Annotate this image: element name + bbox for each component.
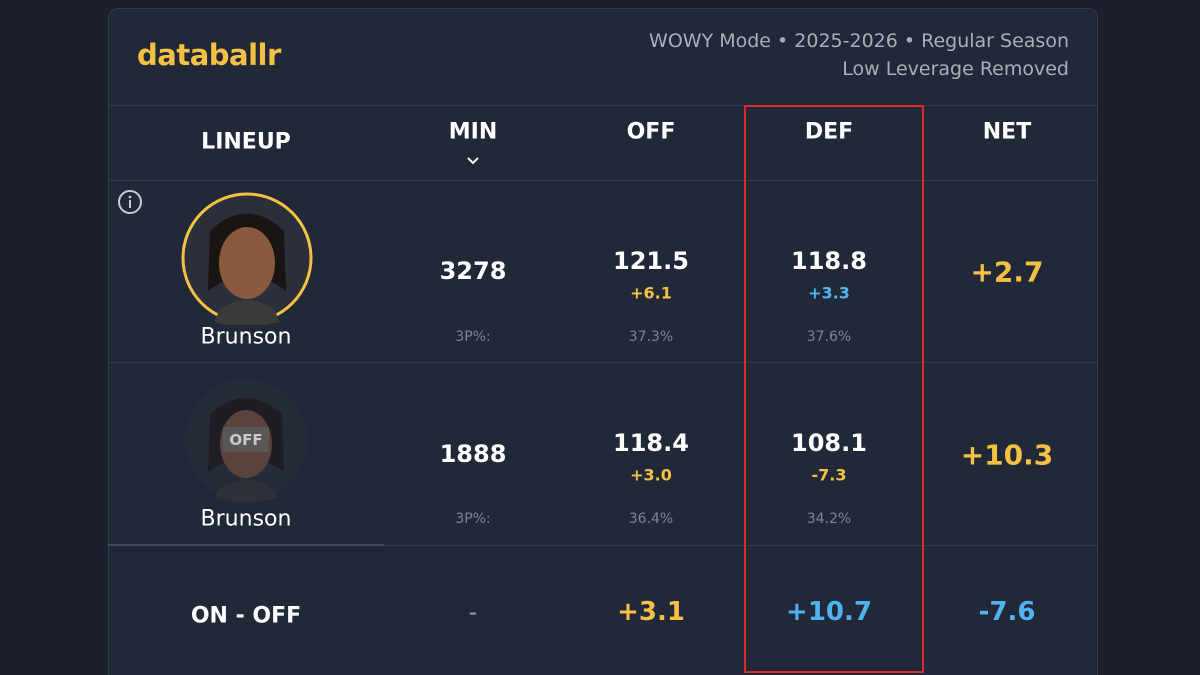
summary-def: +10.7 <box>786 597 872 627</box>
highlight-box <box>744 105 924 673</box>
column-header[interactable]: OFF <box>626 119 676 145</box>
column-header[interactable]: NET <box>982 119 1032 145</box>
def-three-pct: 34.2% <box>806 511 852 527</box>
column-header[interactable]: MIN <box>448 119 498 145</box>
divider <box>108 105 1098 106</box>
divider <box>108 544 384 546</box>
summary-net: -7.6 <box>978 597 1036 627</box>
summary-label: ON - OFF <box>190 603 302 629</box>
divider <box>108 362 1098 363</box>
player-name: Brunson <box>200 506 292 532</box>
off-rating: 118.4 <box>613 429 689 457</box>
three-pct-label: 3P%: <box>455 329 491 345</box>
player-avatar <box>181 192 313 325</box>
off-diff: +6.1 <box>630 283 672 303</box>
net-rating: +2.7 <box>970 255 1044 289</box>
off-three-pct: 37.3% <box>628 329 674 345</box>
def-three-pct: 37.6% <box>806 329 852 345</box>
off-three-pct: 36.4% <box>628 511 674 527</box>
off-diff: +3.0 <box>630 465 672 485</box>
subtitle: Low Leverage Removed <box>842 58 1069 80</box>
net-rating: +10.3 <box>960 438 1054 472</box>
summary-min: - <box>468 598 478 626</box>
subtitle: WOWY Mode • 2025-2026 • Regular Season <box>649 30 1069 52</box>
minutes: 3278 <box>439 257 507 285</box>
column-header[interactable]: DEF <box>804 119 854 145</box>
column-header[interactable]: LINEUP <box>201 129 291 155</box>
summary-off: +3.1 <box>617 597 685 627</box>
player-name: Brunson <box>200 324 292 350</box>
minutes: 1888 <box>439 440 507 468</box>
divider <box>108 180 1098 181</box>
stats-card <box>108 8 1098 675</box>
def-rating: 108.1 <box>791 429 867 457</box>
divider <box>384 545 1098 546</box>
def-diff: -7.3 <box>811 465 847 485</box>
off-badge-bg <box>223 427 269 452</box>
brand-logo: databallr <box>137 38 281 72</box>
def-rating: 118.8 <box>791 247 867 275</box>
off-badge: OFF <box>229 431 263 449</box>
sort-icon[interactable] <box>466 156 480 166</box>
info-icon[interactable] <box>117 189 143 215</box>
def-diff: +3.3 <box>808 283 850 303</box>
off-rating: 121.5 <box>613 247 689 275</box>
three-pct-label: 3P%: <box>455 511 491 527</box>
